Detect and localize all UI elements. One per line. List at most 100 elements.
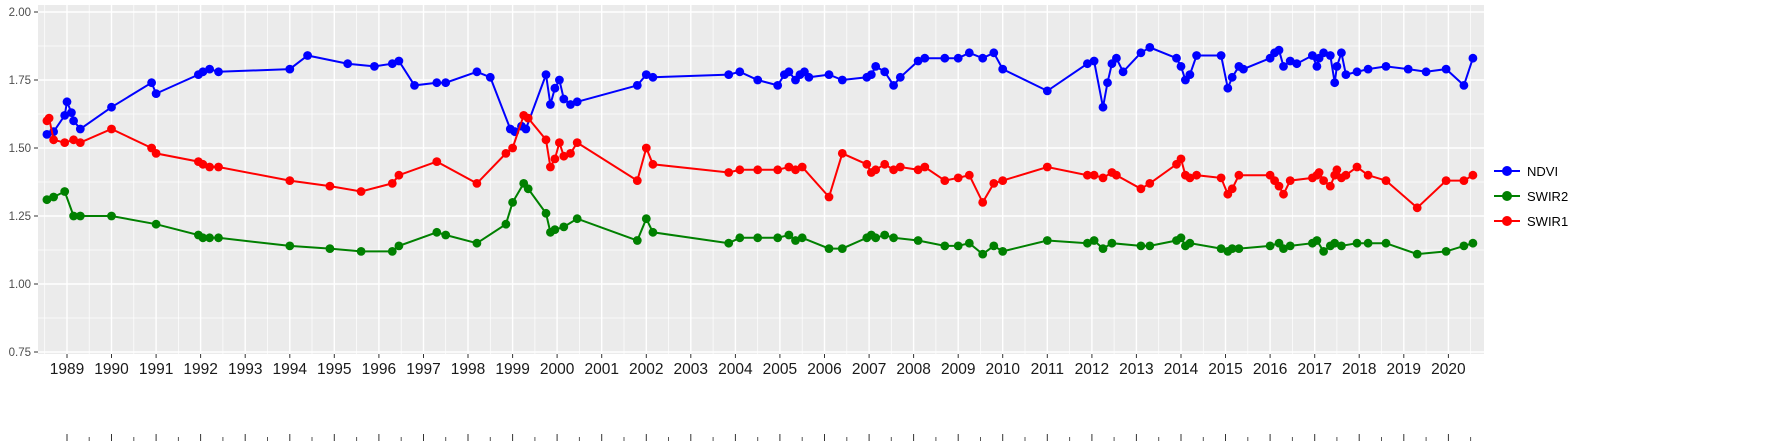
data-point-swir2 [60, 187, 70, 196]
data-point-swir2 [824, 244, 834, 254]
data-point-swir2 [49, 192, 58, 202]
data-point-ndvi [735, 67, 745, 77]
y-axis-label: 1.00 [9, 279, 31, 291]
data-point-swir2 [913, 236, 923, 245]
data-point-swir2 [1412, 249, 1422, 259]
data-point-ndvi [1145, 43, 1155, 52]
data-point-swir1 [555, 138, 564, 148]
data-point-ndvi [953, 53, 963, 63]
data-point-swir2 [472, 238, 482, 248]
data-point-swir1 [735, 165, 745, 175]
data-point-ndvi [1330, 78, 1340, 88]
x-axis-label: 2001 [584, 361, 618, 378]
data-point-ndvi [1083, 59, 1092, 69]
data-point-swir2 [508, 198, 517, 207]
data-point-swir1 [964, 170, 974, 180]
data-point-ndvi [1421, 67, 1431, 77]
data-point-swir2 [998, 247, 1008, 256]
data-point-swir2 [724, 238, 734, 248]
data-point-ndvi [1042, 86, 1052, 96]
data-point-swir2 [791, 236, 800, 245]
data-point-swir2 [151, 219, 161, 229]
data-point-swir1 [325, 181, 335, 191]
data-point-ndvi [214, 67, 223, 77]
data-point-swir2 [964, 238, 974, 248]
data-point-ndvi [1176, 62, 1186, 71]
data-point-ndvi [1239, 64, 1248, 74]
data-point-ndvi [889, 81, 898, 90]
data-point-swir1 [824, 192, 834, 202]
data-point-ndvi [67, 108, 76, 117]
data-point-ndvi [1332, 62, 1342, 71]
data-point-ndvi [648, 72, 658, 82]
y-axis-label: 0.75 [9, 347, 31, 359]
data-point-swir2 [107, 211, 116, 221]
data-point-swir1 [889, 165, 898, 175]
legend-label-ndvi: NDVI [1527, 163, 1559, 179]
legend-item-swir1[interactable]: SWIR1 [1493, 210, 1568, 232]
data-point-ndvi [62, 97, 72, 107]
data-point-ndvi [1363, 64, 1373, 74]
data-point-ndvi [107, 102, 116, 112]
data-point-ndvi [410, 81, 419, 90]
data-point-ndvi [198, 67, 208, 77]
data-point-swir2 [1459, 241, 1469, 251]
data-point-swir1 [49, 135, 58, 145]
data-point-swir1 [1112, 170, 1121, 180]
data-point-swir1 [572, 138, 582, 148]
data-point-swir2 [285, 241, 295, 251]
data-point-swir1 [1234, 170, 1244, 180]
data-point-ndvi [472, 67, 482, 77]
x-axis-label: 2020 [1431, 361, 1466, 378]
data-point-ndvi [432, 78, 442, 88]
data-point-swir2 [1352, 238, 1362, 248]
x-axis-label: 2017 [1297, 361, 1331, 378]
data-point-ndvi [285, 64, 295, 74]
data-point-swir2 [1441, 247, 1451, 256]
data-point-swir1 [546, 162, 555, 172]
data-point-swir2 [205, 233, 215, 243]
data-point-swir2 [1265, 241, 1275, 251]
data-point-ndvi [1337, 48, 1346, 58]
data-point-swir1 [1089, 170, 1099, 180]
data-point-ndvi [837, 75, 847, 85]
data-point-ndvi [1112, 53, 1121, 63]
data-point-swir1 [998, 176, 1008, 186]
legend-item-ndvi[interactable]: NDVI [1493, 160, 1568, 182]
data-point-swir1 [1468, 170, 1478, 180]
data-point-swir1 [791, 165, 800, 175]
y-axis-label: 2.00 [9, 7, 31, 19]
data-point-swir2 [735, 233, 745, 243]
data-point-swir2 [753, 233, 763, 243]
data-point-swir1 [1227, 184, 1237, 194]
x-axis-label: 2019 [1387, 361, 1421, 378]
data-point-swir1 [1136, 184, 1146, 194]
data-point-ndvi [572, 97, 582, 107]
data-point-swir1 [501, 149, 511, 158]
x-axis-label: 1991 [139, 361, 173, 378]
data-point-swir1 [523, 113, 533, 123]
x-axis-label: 2014 [1164, 361, 1199, 378]
data-point-swir1 [107, 124, 116, 134]
data-point-ndvi [485, 72, 495, 82]
data-point-swir1 [1352, 162, 1362, 172]
data-point-ndvi [1308, 51, 1317, 60]
data-point-ndvi [1352, 67, 1362, 77]
data-point-ndvi [1103, 78, 1112, 88]
x-axis-label: 1996 [362, 361, 396, 378]
data-point-swir2 [214, 233, 223, 243]
data-point-ndvi [895, 72, 905, 82]
data-point-ndvi [69, 116, 78, 126]
legend-item-swir2[interactable]: SWIR2 [1493, 185, 1568, 207]
data-point-swir2 [989, 241, 999, 251]
data-point-swir2 [880, 230, 890, 240]
data-point-ndvi [824, 70, 834, 79]
data-point-swir1 [566, 149, 575, 158]
data-point-swir2 [953, 241, 963, 251]
data-point-ndvi [978, 53, 988, 63]
data-point-ndvi [1312, 62, 1322, 71]
data-point-swir2 [871, 233, 881, 243]
data-point-swir1 [1325, 181, 1335, 191]
data-point-swir2 [501, 219, 511, 229]
x-axis-label: 2007 [852, 361, 886, 378]
